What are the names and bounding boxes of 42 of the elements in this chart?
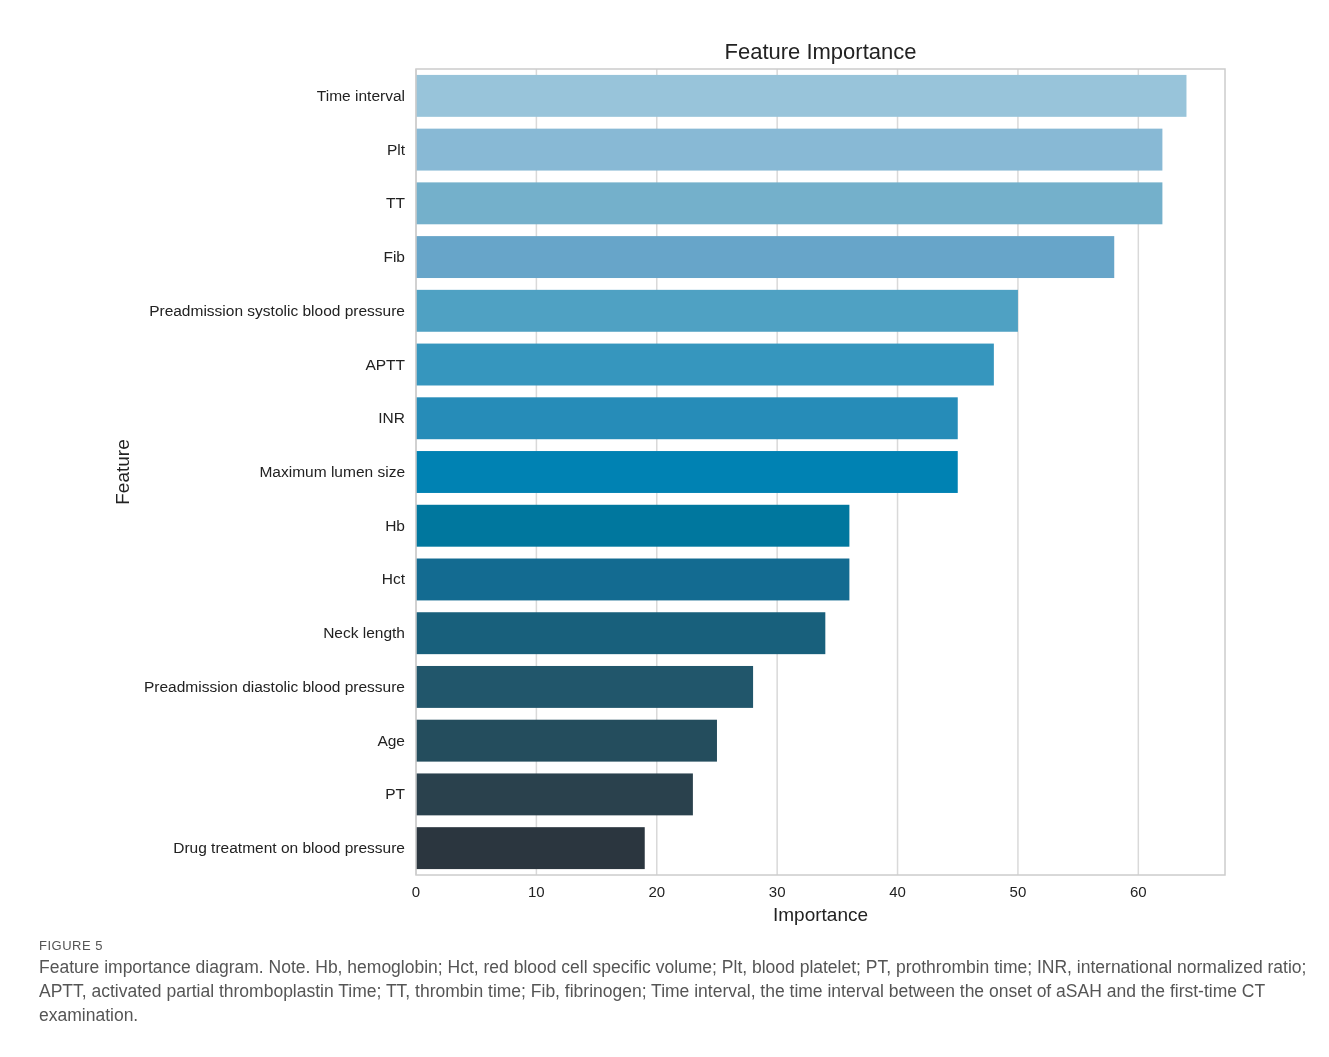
- bar: [416, 827, 645, 870]
- bar: [416, 128, 1163, 171]
- x-tick-label: 20: [648, 883, 666, 900]
- x-tick-label: 0: [411, 883, 421, 900]
- chart-title: Feature Importance: [724, 39, 917, 64]
- y-tick-label: Time interval: [316, 86, 405, 104]
- y-tick-label: PT: [385, 785, 406, 803]
- y-tick-label: Preadmission systolic blood pressure: [149, 301, 405, 319]
- bar: [416, 74, 1187, 117]
- bar: [416, 182, 1163, 225]
- y-tick-label: Drug treatment on blood pressure: [173, 839, 405, 857]
- caption: FIGURE 5: [39, 938, 104, 953]
- x-tick-label: 60: [1129, 883, 1147, 900]
- bar: [416, 289, 1018, 332]
- y-tick-label: Fib: [383, 248, 405, 266]
- y-tick-label: TT: [386, 194, 406, 212]
- x-tick-label: 30: [768, 883, 786, 900]
- bar: [416, 236, 1115, 279]
- x-tick-label: 10: [528, 883, 545, 900]
- y-tick-label: Maximum lumen size: [259, 463, 405, 480]
- y-tick-label: Age: [377, 731, 405, 749]
- x-axis-title: Importance: [772, 904, 869, 925]
- y-tick-label: Hb: [385, 516, 405, 534]
- y-tick-label: Preadmission diastolic blood pressure: [143, 677, 405, 695]
- bar: [416, 451, 958, 493]
- bar: [416, 612, 826, 655]
- bar: [416, 719, 717, 762]
- y-tick-label: APTT: [365, 355, 406, 373]
- bar: [416, 558, 850, 601]
- bar: [416, 665, 754, 708]
- bar: [416, 343, 994, 386]
- y-tick-label: INR: [378, 409, 405, 427]
- bar: [416, 504, 850, 547]
- y-axis-title: Feature: [112, 439, 133, 505]
- bar: [416, 773, 693, 816]
- x-tick-label: 50: [1009, 883, 1027, 900]
- text: Feature importance diagram. Note. Hb, hemoglobin; Hct, red blood cell specific volume; Plt, blood platelet; PT, prothrombin time; INR, international normalized ratio; APTT, activated partial thromboplastin Time; TT, thrombin time; Fib, fibrinogen; Time interval, the time interval between the onset of aSAH and the first-time CT examination.: [39, 956, 1308, 1027]
- y-tick-label: Hct: [381, 570, 406, 588]
- x-tick-label: 40: [889, 883, 906, 900]
- bar: [416, 397, 958, 440]
- y-tick-label: Neck length: [323, 624, 405, 642]
- y-tick-label: Plt: [386, 140, 406, 158]
